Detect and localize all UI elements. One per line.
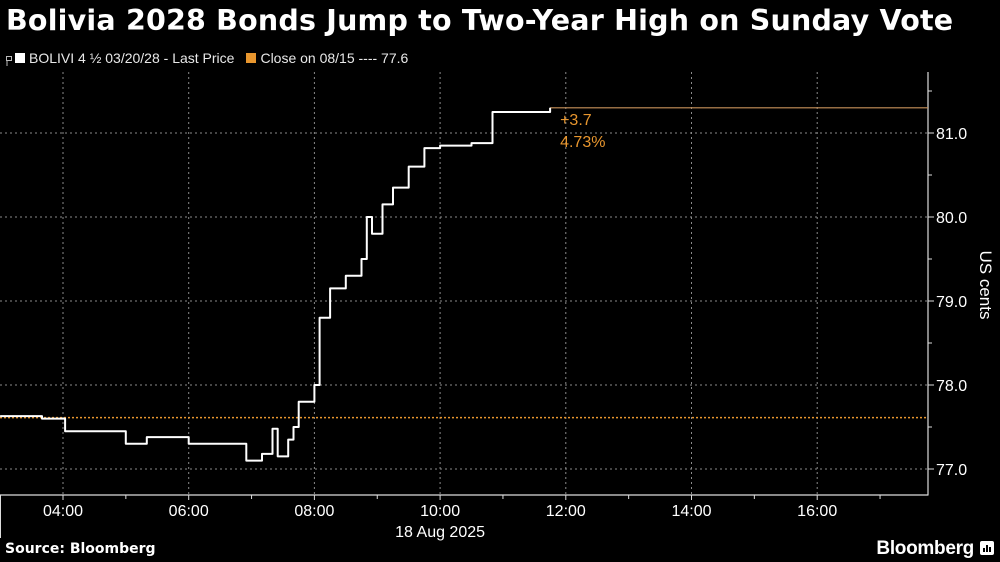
bloomberg-logo: Bloomberg <box>876 538 974 559</box>
legend-item-close: Close on 08/15 ---- 77.6 <box>246 50 408 66</box>
svg-text:14:00: 14:00 <box>671 503 711 520</box>
x-axis-ticks: 04:00 06:00 08:00 10:00 12:00 14:00 16:00 <box>43 495 881 520</box>
svg-text:81.0: 81.0 <box>936 126 967 143</box>
pin-icon[interactable] <box>6 53 13 66</box>
svg-text:78.0: 78.0 <box>936 378 967 395</box>
svg-text:10:00: 10:00 <box>420 503 460 520</box>
axes <box>0 72 929 538</box>
y-axis-title: US cents <box>976 250 995 320</box>
price-series-line <box>0 107 552 462</box>
legend-label-last-price: BOLIVI 4 ½ 03/20/28 - Last Price <box>29 50 235 66</box>
svg-text:12:00: 12:00 <box>546 503 586 520</box>
change-annotation: +3.7 <box>560 112 592 129</box>
legend-label-close: Close on 08/15 ---- 77.6 <box>260 50 409 66</box>
svg-text:08:00: 08:00 <box>294 503 334 520</box>
chart-title: Bolivia 2028 Bonds Jump to Two-Year High… <box>6 4 954 37</box>
svg-text:04:00: 04:00 <box>43 503 83 520</box>
legend: BOLIVI 4 ½ 03/20/28 - Last Price Close o… <box>6 50 420 66</box>
svg-text:80.0: 80.0 <box>936 210 967 227</box>
svg-text:06:00: 06:00 <box>169 503 209 520</box>
legend-swatch-white <box>15 53 25 63</box>
svg-text:79.0: 79.0 <box>936 294 967 311</box>
svg-text:16:00: 16:00 <box>797 503 837 520</box>
legend-item-last-price: BOLIVI 4 ½ 03/20/28 - Last Price <box>15 50 234 66</box>
y-axis-ticks: 77.0 78.0 79.0 80.0 81.0 <box>928 90 967 479</box>
bloomberg-chart-icon <box>980 541 994 555</box>
source-note: Source: Bloomberg <box>5 541 156 557</box>
svg-text:77.0: 77.0 <box>936 462 967 479</box>
legend-swatch-orange <box>246 53 257 63</box>
change-pct-annotation: 4.73% <box>560 134 605 151</box>
x-axis-date-label: 18 Aug 2025 <box>395 524 485 541</box>
gridlines <box>0 72 928 495</box>
